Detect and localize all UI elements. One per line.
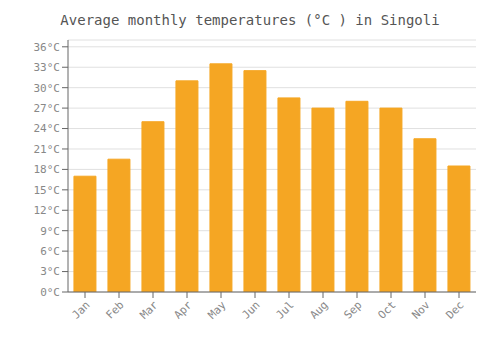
svg-text:Feb: Feb <box>103 298 126 321</box>
svg-text:May: May <box>205 298 229 322</box>
svg-text:6°C: 6°C <box>40 245 60 258</box>
svg-text:18°C: 18°C <box>34 163 61 176</box>
svg-text:15°C: 15°C <box>34 184 61 197</box>
svg-text:Jul: Jul <box>273 298 296 321</box>
svg-text:Mar: Mar <box>137 298 161 322</box>
svg-text:24°C: 24°C <box>34 122 61 135</box>
svg-text:3°C: 3°C <box>40 265 60 278</box>
svg-text:27°C: 27°C <box>34 102 61 115</box>
svg-text:21°C: 21°C <box>34 143 61 156</box>
svg-text:Jun: Jun <box>239 298 262 321</box>
svg-text:Sep: Sep <box>341 298 364 321</box>
svg-text:Apr: Apr <box>171 298 195 322</box>
svg-text:36°C: 36°C <box>34 41 61 54</box>
svg-text:Oct: Oct <box>375 298 398 321</box>
svg-text:Nov: Nov <box>409 298 433 322</box>
svg-text:Aug: Aug <box>307 298 330 321</box>
svg-text:12°C: 12°C <box>34 204 61 217</box>
svg-text:0°C: 0°C <box>40 286 60 299</box>
svg-text:33°C: 33°C <box>34 61 61 74</box>
svg-text:Jan: Jan <box>69 298 92 321</box>
html-text:Average monthly temperatures (: Average monthly temperatures (°C ) in Si… <box>60 12 440 28</box>
svg-text:30°C: 30°C <box>34 82 61 95</box>
svg-text:9°C: 9°C <box>40 225 60 238</box>
svg-text:Dec: Dec <box>443 298 466 321</box>
